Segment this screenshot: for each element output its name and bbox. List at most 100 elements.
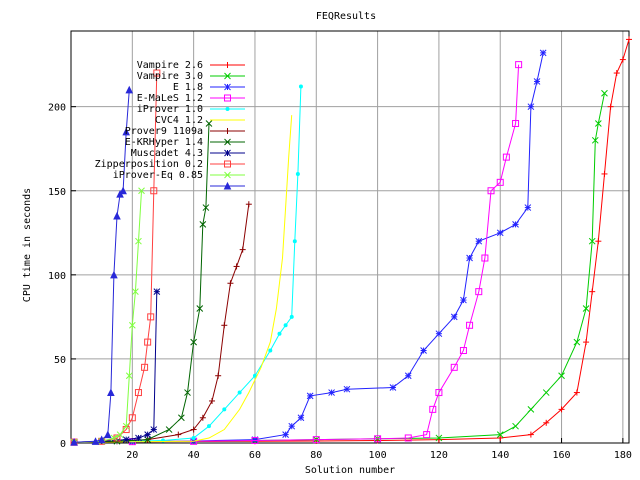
series-9	[70, 69, 161, 446]
data-point	[543, 419, 550, 426]
data-point	[125, 372, 133, 380]
x-tick-label: 60	[249, 450, 261, 461]
data-point	[595, 238, 602, 245]
data-point	[312, 436, 320, 444]
data-point	[591, 136, 599, 144]
legend-marker	[224, 149, 231, 157]
data-point	[573, 338, 581, 346]
legend-marker	[225, 107, 230, 111]
legend-label: Prover9 1109a	[125, 126, 203, 137]
data-point	[128, 414, 136, 422]
data-point	[542, 389, 550, 396]
legend-entry: CVC4 1.2	[155, 115, 245, 126]
data-point	[487, 187, 495, 195]
series-11	[70, 85, 134, 446]
legend-entry: E-MaLeS 1.2	[137, 93, 245, 104]
chart-title: FEQResults	[316, 11, 376, 22]
legend-entry: Vampire 3.0	[137, 71, 245, 82]
data-point	[97, 435, 106, 444]
data-point	[533, 78, 541, 85]
data-point	[497, 434, 504, 441]
legend-marker	[224, 138, 231, 146]
y-axis-label: CPU time in seconds	[22, 188, 33, 302]
x-tick-label: 120	[430, 450, 448, 461]
legend-label: iProver-Eq 0.85	[113, 170, 203, 181]
data-point	[239, 246, 246, 253]
legend-entry	[210, 181, 245, 190]
data-point	[110, 434, 118, 442]
series-line	[74, 64, 520, 443]
x-tick-label: 160	[553, 450, 571, 461]
data-point	[423, 431, 431, 439]
data-point	[138, 187, 145, 195]
data-point	[122, 436, 130, 443]
series-line	[74, 52, 544, 443]
data-point	[122, 422, 130, 430]
series-3	[70, 61, 523, 446]
data-point	[496, 229, 504, 237]
data-point	[215, 372, 222, 379]
legend-marker	[224, 94, 231, 102]
legend-entry: Muscadet 4.3	[131, 148, 245, 159]
axes-layer: 20 40 60 80 100 120 140 160 180 0 50 100 150 200	[48, 30, 632, 461]
series-0	[71, 36, 632, 446]
data-point	[588, 237, 596, 245]
legend-entry: iProver-Eq 0.85	[113, 170, 245, 181]
legend-label: Vampire 2.6	[137, 60, 203, 71]
series-7	[70, 120, 213, 446]
data-point	[178, 414, 185, 422]
data-point	[191, 435, 196, 440]
data-point	[619, 56, 626, 63]
series-line	[74, 72, 158, 443]
data-point	[153, 288, 161, 296]
data-point	[512, 221, 519, 228]
data-point	[527, 103, 535, 111]
data-point	[283, 323, 288, 328]
series-line	[74, 115, 293, 443]
data-point	[116, 431, 124, 438]
data-point	[288, 422, 296, 430]
data-point	[601, 170, 608, 177]
x-axis-label: Solution number	[305, 465, 395, 476]
x-tick-label: 20	[126, 450, 138, 461]
data-point	[466, 321, 474, 329]
data-point	[306, 392, 314, 400]
data-point	[233, 263, 240, 270]
legend-label: Vampire 3.0	[137, 71, 203, 82]
series-line	[74, 204, 250, 443]
legend-label: iProver 1.0	[137, 104, 203, 115]
data-point	[594, 120, 602, 127]
data-point	[206, 424, 211, 429]
legend-label: Zipperposition 0.2	[95, 159, 203, 170]
data-point	[128, 321, 136, 329]
data-point	[466, 254, 473, 262]
legend-marker	[224, 62, 231, 68]
data-point	[147, 313, 155, 321]
data-point	[613, 70, 620, 77]
data-point	[404, 434, 412, 442]
y-tick-label: 0	[60, 439, 66, 450]
data-point	[132, 288, 139, 296]
data-point	[512, 119, 520, 127]
data-point	[110, 270, 118, 279]
data-point	[435, 434, 443, 442]
legend-entry: Prover9 1109a	[125, 126, 245, 137]
data-point	[190, 338, 197, 346]
data-point	[539, 49, 547, 57]
data-point	[222, 407, 227, 412]
data-point	[282, 431, 289, 438]
data-point	[141, 363, 149, 371]
data-point	[196, 305, 204, 312]
data-point	[202, 204, 210, 211]
x-tick-label: 80	[310, 450, 322, 461]
data-point	[190, 426, 197, 433]
data-point	[199, 414, 206, 421]
data-point	[150, 426, 158, 433]
series-8	[70, 288, 161, 446]
data-point	[91, 437, 100, 445]
data-point	[209, 397, 216, 404]
series-line	[74, 39, 630, 443]
data-point	[435, 389, 443, 397]
